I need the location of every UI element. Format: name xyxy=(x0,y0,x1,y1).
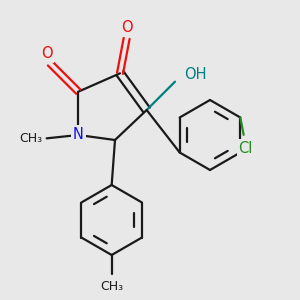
Text: O: O xyxy=(121,20,133,35)
Text: Cl: Cl xyxy=(238,141,253,156)
Text: O: O xyxy=(41,46,52,62)
Text: CH₃: CH₃ xyxy=(100,280,123,293)
Text: N: N xyxy=(73,127,84,142)
Text: CH₃: CH₃ xyxy=(19,132,42,145)
Text: OH: OH xyxy=(184,67,206,82)
